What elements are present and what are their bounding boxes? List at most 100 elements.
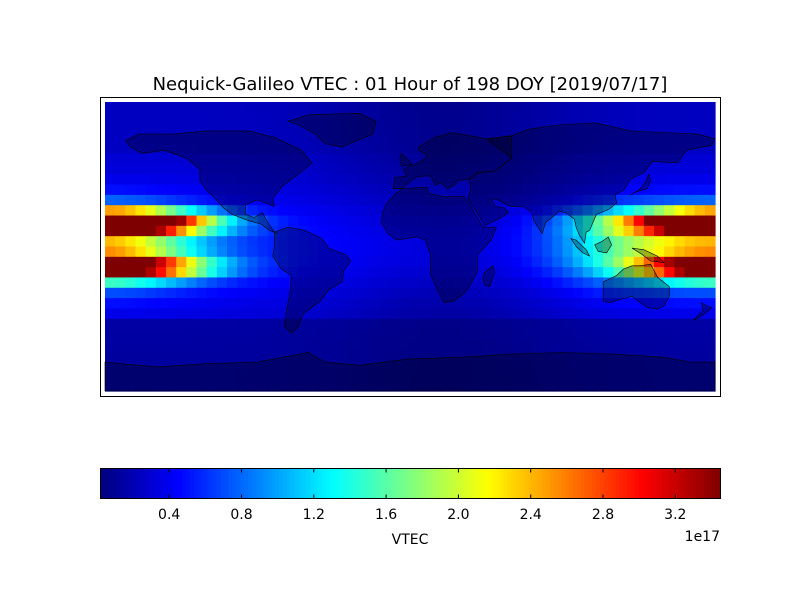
heatmap-cell <box>511 153 523 165</box>
colorbar-segment <box>294 469 299 498</box>
heatmap-cell <box>460 318 472 330</box>
heatmap-cell <box>704 225 716 237</box>
heatmap-cell <box>521 194 533 206</box>
heatmap-cell <box>389 112 401 124</box>
heatmap-cell <box>481 112 492 124</box>
heatmap-cell <box>105 143 116 155</box>
heatmap-cell <box>664 380 675 392</box>
heatmap-cell <box>399 370 411 382</box>
colorbar-tick-label: 2.0 <box>447 507 469 523</box>
heatmap-cell <box>491 122 503 134</box>
heatmap-cell <box>420 112 431 124</box>
heatmap-cell <box>237 298 248 310</box>
heatmap-cell <box>257 225 269 237</box>
heatmap-cell <box>115 349 126 361</box>
heatmap-cell <box>694 143 706 155</box>
heatmap-cell <box>542 194 553 206</box>
heatmap-cell <box>389 184 401 196</box>
heatmap-cell <box>684 225 696 237</box>
heatmap-cell <box>277 360 289 371</box>
heatmap-cell <box>349 339 360 351</box>
colorbar-segment <box>460 469 466 498</box>
heatmap-cell <box>562 380 574 392</box>
heatmap-cell <box>196 329 208 340</box>
heatmap-cell <box>105 246 116 258</box>
heatmap-cell <box>166 329 177 340</box>
heatmap-cell <box>684 287 696 299</box>
heatmap-cell <box>511 267 523 279</box>
heatmap-cell <box>532 360 543 371</box>
heatmap-cell <box>125 380 137 392</box>
heatmap-cell <box>196 153 208 165</box>
heatmap-cell <box>318 349 330 361</box>
heatmap-cell <box>216 132 228 144</box>
heatmap-cell <box>155 236 167 248</box>
heatmap-cell <box>654 246 665 258</box>
colorbar-segment <box>514 469 520 498</box>
heatmap-cell <box>308 163 320 175</box>
heatmap-cell <box>237 205 248 217</box>
heatmap-cell <box>247 370 259 382</box>
heatmap-cell <box>440 349 452 361</box>
heatmap-cell <box>308 132 320 144</box>
colorbar-segment <box>557 469 562 498</box>
heatmap-cell <box>471 194 482 206</box>
heatmap-cell <box>460 287 472 299</box>
heatmap-cell <box>572 308 584 320</box>
heatmap-cell <box>328 370 340 382</box>
heatmap-cell <box>216 370 228 382</box>
heatmap-cell <box>257 215 269 227</box>
heatmap-cell <box>593 246 604 258</box>
heatmap-cell <box>593 194 604 206</box>
heatmap-cell <box>155 349 167 361</box>
heatmap-cell <box>471 308 482 320</box>
heatmap-cell <box>511 205 523 217</box>
heatmap-cell <box>532 370 543 382</box>
heatmap-cell <box>643 267 655 279</box>
heatmap-cell <box>532 102 543 113</box>
heatmap-cell <box>369 380 381 392</box>
heatmap-cell <box>166 194 177 206</box>
colorbar-segment <box>395 469 400 498</box>
heatmap-cell <box>410 102 421 113</box>
heatmap-cell <box>288 308 299 320</box>
heatmap-cell <box>176 370 187 382</box>
heatmap-cell <box>542 339 553 351</box>
heatmap-cell <box>379 246 391 258</box>
heatmap-cell <box>623 194 635 206</box>
heatmap-cell <box>593 370 604 382</box>
heatmap-cell <box>155 329 167 340</box>
colorbar-segment <box>456 469 462 498</box>
heatmap-cell <box>633 277 645 289</box>
heatmap-cell <box>410 215 421 227</box>
heatmap-cell <box>135 184 147 196</box>
heatmap-cell <box>145 132 157 144</box>
heatmap-cell <box>359 329 370 340</box>
heatmap-cell <box>521 174 533 186</box>
heatmap-cell <box>237 246 248 258</box>
heatmap-cell <box>115 298 126 310</box>
heatmap-cell <box>501 132 513 144</box>
heatmap-cell <box>704 184 716 196</box>
heatmap-cell <box>603 329 614 340</box>
heatmap-cell <box>237 184 248 196</box>
heatmap-cell <box>562 194 574 206</box>
heatmap-cell <box>105 298 116 310</box>
heatmap-cell <box>186 163 198 175</box>
heatmap-cell <box>298 349 309 361</box>
heatmap-cell <box>349 256 360 268</box>
heatmap-cell <box>288 174 299 186</box>
heatmap-cell <box>704 349 716 361</box>
heatmap-cell <box>471 277 482 289</box>
heatmap-cell <box>420 163 431 175</box>
heatmap-cell <box>379 339 391 351</box>
heatmap-cell <box>613 184 625 196</box>
heatmap-cell <box>125 225 137 237</box>
heatmap-cell <box>145 102 157 113</box>
heatmap-cell <box>481 360 492 371</box>
heatmap-cell <box>125 236 137 248</box>
heatmap-cell <box>166 215 177 227</box>
heatmap-cell <box>176 380 187 392</box>
heatmap-cell <box>633 298 645 310</box>
colorbar-segment <box>255 469 261 498</box>
